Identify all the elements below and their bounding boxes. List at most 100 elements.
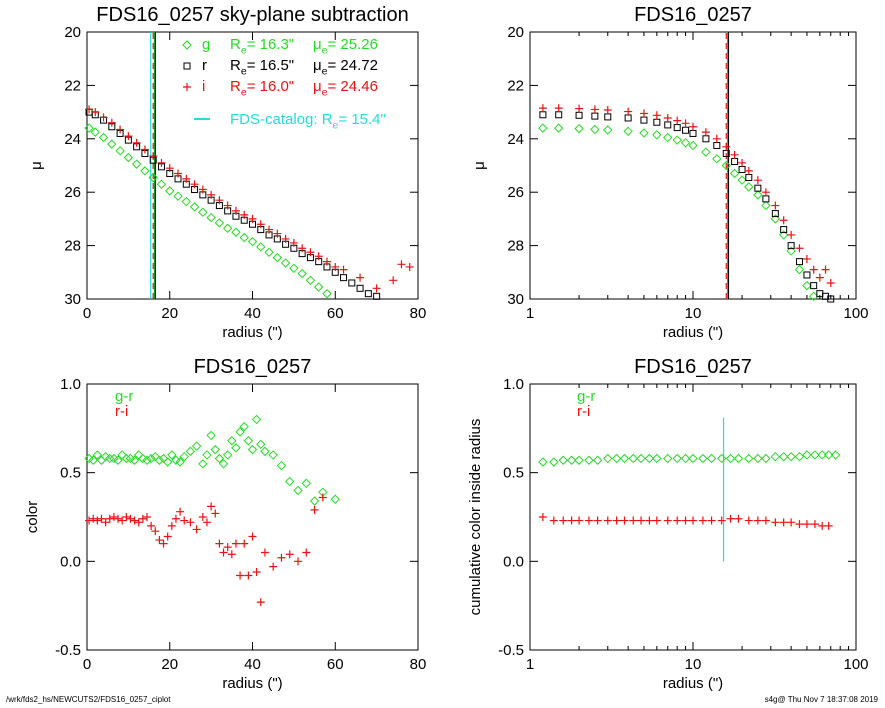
p1-point-g	[322, 288, 332, 299]
p2-ytick-label: 24	[507, 131, 524, 148]
p2-point-r	[689, 129, 697, 137]
p1-point-g	[107, 139, 117, 149]
p4-point-i	[567, 516, 576, 525]
p2-point-r	[624, 114, 632, 122]
p4-point-g	[778, 451, 789, 462]
p1-point-i	[85, 105, 94, 114]
p2-point-r	[745, 174, 753, 182]
p4-point-i	[673, 516, 682, 525]
p1-point-i	[165, 164, 174, 173]
p4-point-g	[794, 451, 805, 462]
p1-ytick-label: 22	[64, 77, 81, 94]
p3-point-i	[260, 548, 269, 557]
p1-legend-re-g: Re= 16.3"	[230, 36, 294, 57]
p3-point-i	[231, 539, 240, 548]
p1-point-i	[231, 206, 240, 215]
p4-ytick-label: -0.5	[498, 642, 524, 659]
p2-point-i	[712, 134, 721, 143]
p1-point-i	[91, 108, 100, 117]
p3-point-i	[138, 514, 147, 523]
p3-point-i	[130, 516, 139, 525]
p2-point-r	[795, 258, 803, 266]
p2-point-i	[722, 142, 731, 151]
p4-point-g	[830, 450, 841, 460]
p2-point-g	[744, 182, 754, 192]
p3-point-g	[235, 427, 245, 437]
p2-point-i	[652, 111, 661, 120]
p2-point-g	[753, 190, 763, 200]
p3-point-i	[155, 536, 164, 545]
p3-point-g	[121, 453, 132, 464]
p1-legend-band-g: g	[202, 36, 210, 53]
p3-point-i	[248, 532, 257, 541]
p1-point-g	[98, 132, 109, 143]
p3-point-g	[256, 439, 266, 450]
p1-legend-band-r: r	[202, 57, 207, 74]
p2-point-r	[604, 113, 612, 121]
p3-legend-g: g-r	[115, 388, 133, 405]
p3-point-g	[191, 441, 202, 451]
p2-point-g	[623, 126, 633, 137]
p3-point-g	[268, 450, 278, 460]
p4-point-i	[698, 516, 707, 525]
p2-point-i	[538, 104, 547, 113]
p4-point-g	[761, 453, 771, 464]
p3-point-i	[167, 521, 176, 530]
p2-point-r	[664, 121, 672, 129]
p4-point-g	[538, 457, 548, 467]
p1-point-i	[372, 284, 381, 293]
p3-point-i	[302, 548, 311, 557]
p1-point-i	[339, 265, 348, 274]
p1-point-g	[289, 263, 299, 274]
p4-point-i	[575, 516, 584, 525]
p3-xtick-label: 0	[83, 656, 91, 673]
p2-point-g	[729, 168, 740, 179]
p3-point-g	[185, 446, 196, 457]
p2-point-r	[555, 111, 563, 119]
p3-ytick-label: 1.0	[60, 376, 81, 393]
p3-point-i	[147, 521, 156, 530]
p2-title: FDS16_0257	[634, 4, 752, 26]
p1-legend-mu-i: μe= 24.46	[313, 78, 378, 99]
p3-xtick-label: 20	[161, 656, 178, 673]
p2-point-r	[575, 111, 583, 119]
p1-legend-marker-g	[182, 40, 192, 50]
p3-point-g	[167, 450, 177, 460]
p4-ylabel: cumulative color inside radius	[467, 419, 484, 616]
p1-point-g	[297, 268, 307, 279]
p1-point-g	[156, 179, 167, 189]
p1-point-g	[305, 275, 316, 286]
p2-ytick-label: 22	[507, 77, 524, 94]
p1-point-i	[140, 145, 149, 154]
p3-point-g	[330, 494, 340, 504]
p1-point-i	[356, 273, 365, 282]
p2-point-r	[682, 126, 690, 134]
p1-point-g	[165, 186, 175, 196]
p1-point-i	[223, 201, 232, 210]
p1-point-g	[280, 258, 291, 268]
p2-point-g	[701, 147, 711, 157]
p4-xtick-label: 10	[685, 656, 702, 673]
p1-legend-marker-r	[183, 62, 191, 70]
p4-point-i	[810, 520, 819, 529]
p1-point-r	[364, 290, 372, 298]
p3-ylabel: color	[24, 501, 41, 534]
p4-point-i	[753, 516, 762, 525]
p1-ytick-label: 28	[64, 238, 81, 255]
p4-point-i	[795, 520, 804, 529]
p3-xtick-label: 60	[327, 656, 344, 673]
p4-point-g	[680, 453, 691, 464]
footer-path: /wrk/fds2_hs/NEWCUTS2/FDS16_0257_ciplot	[6, 695, 171, 704]
p4-point-g	[672, 453, 682, 464]
p2-point-r	[754, 184, 762, 192]
p3-point-g	[206, 430, 216, 441]
p1-point-i	[174, 169, 183, 178]
p1-point-g	[123, 152, 134, 163]
p4-point-i	[559, 516, 568, 525]
p3-point-g	[309, 496, 320, 506]
p4-point-g	[817, 450, 827, 460]
p4-point-i	[538, 513, 547, 521]
p2-point-r	[713, 141, 721, 149]
p2-point-r	[738, 166, 746, 174]
p3-point-i	[227, 550, 236, 559]
